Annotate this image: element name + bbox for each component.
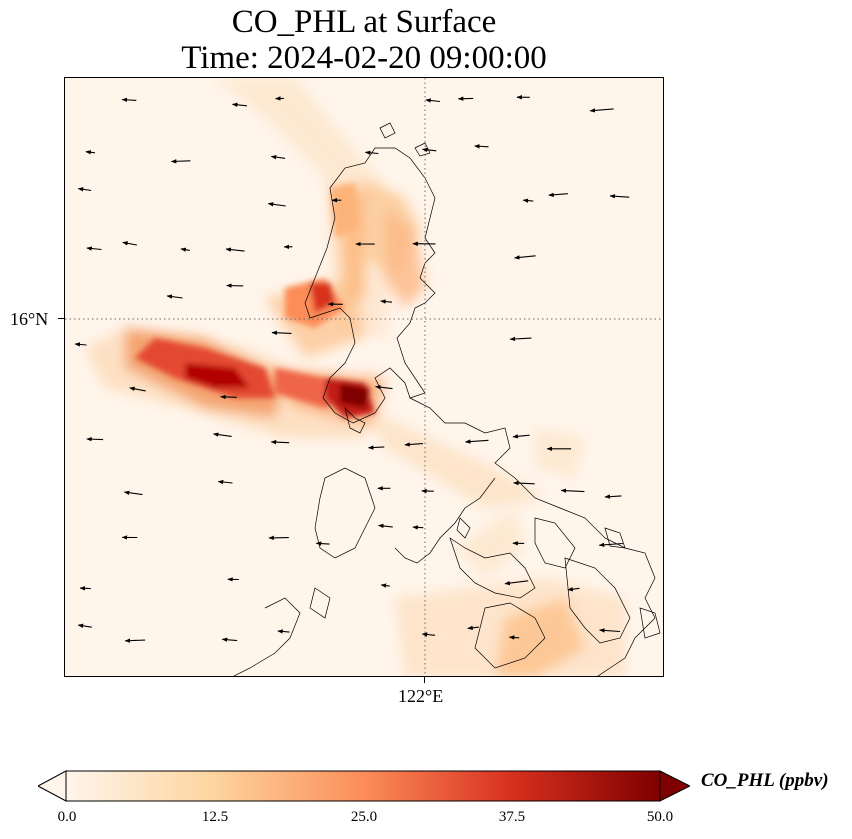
lon-tick-label: 122°E (398, 686, 444, 706)
wind-arrow (212, 432, 232, 437)
wind-arrow (599, 628, 620, 633)
wind-arrow (548, 192, 568, 198)
wind-arrow (425, 98, 440, 103)
co-concentration-field (85, 78, 625, 676)
wind-arrow (375, 384, 393, 390)
wind-arrow (225, 247, 245, 252)
wind-vectors (74, 95, 630, 643)
wind-arrow (512, 434, 530, 439)
wind-arrow (474, 144, 489, 149)
wind-arrow (86, 436, 104, 442)
lon-tick-mark (424, 677, 425, 683)
wind-arrow (221, 637, 238, 642)
wind-arrow (122, 241, 137, 246)
wind-arrow (79, 586, 91, 591)
wind-arrow (513, 480, 535, 486)
wind-arrow (508, 635, 520, 640)
wind-arrow (166, 294, 183, 299)
wind-arrow (522, 198, 534, 203)
colorbar-tick-label: 25.0 (350, 809, 378, 825)
wind-arrow (315, 541, 330, 546)
map-time-subtitle: Time: 2024-02-20 09:00:00 (181, 40, 547, 76)
wind-arrow (129, 386, 146, 392)
wind-arrow (467, 625, 479, 631)
wind-arrow (504, 580, 529, 586)
wind-arrow (270, 439, 290, 445)
wind-arrow (277, 629, 290, 634)
wind-arrow (404, 442, 423, 447)
wind-arrow (367, 445, 385, 450)
wind-arrow (121, 97, 137, 103)
map-title: CO_PHL at Surface (231, 4, 497, 40)
wind-arrow (412, 525, 424, 530)
colorbar-min-extend (38, 770, 67, 802)
colorbar-tick-label: 37.5 (498, 809, 526, 825)
wind-arrow (170, 159, 191, 164)
wind-arrow (560, 488, 585, 493)
wind-arrow (589, 108, 614, 113)
wind-arrow (271, 330, 292, 336)
wind-arrow (220, 394, 237, 400)
wind-arrow (85, 150, 96, 155)
lat-tick-mark (58, 318, 64, 319)
wind-arrow (464, 439, 489, 444)
colorbar-tick-label: 50.0 (646, 809, 674, 825)
wind-arrow (421, 147, 437, 153)
wind-arrow (77, 187, 92, 192)
wind-arrow (509, 336, 532, 342)
wind-arrow (74, 342, 87, 347)
gridlines (65, 78, 663, 676)
wind-arrow (77, 623, 92, 629)
coastlines (233, 122, 661, 676)
colorbar-tick-label: 0.0 (57, 809, 77, 825)
map-canvas (65, 78, 663, 676)
wind-arrow (380, 583, 390, 588)
wind-arrow (421, 632, 436, 637)
lat-tick-label: 16°N (10, 309, 49, 329)
colorbar-max-extend (659, 770, 690, 802)
wind-arrow (123, 490, 143, 496)
map-plot-area[interactable] (64, 77, 664, 677)
wind-arrow (180, 247, 190, 252)
wind-arrow (380, 299, 393, 304)
wind-arrow (604, 494, 622, 499)
co-plume-core (135, 183, 375, 418)
wind-arrow (567, 586, 580, 592)
wind-arrow (364, 150, 379, 155)
colorbar-tick-label: 12.5 (201, 809, 229, 825)
wind-arrow (86, 246, 102, 251)
wind-arrow (267, 202, 286, 207)
colorbar-gradient (65, 770, 661, 802)
wind-arrow (217, 479, 233, 485)
colorbar (38, 770, 690, 802)
wind-arrow (514, 255, 536, 260)
colorbar-label: CO_PHL (ppbv) (701, 770, 829, 791)
wind-arrow (609, 194, 630, 199)
wind-arrow (378, 523, 393, 529)
wind-arrow (270, 154, 286, 160)
wind-arrow (124, 638, 146, 643)
wind-arrow (231, 102, 247, 108)
wind-arrow (598, 542, 623, 548)
